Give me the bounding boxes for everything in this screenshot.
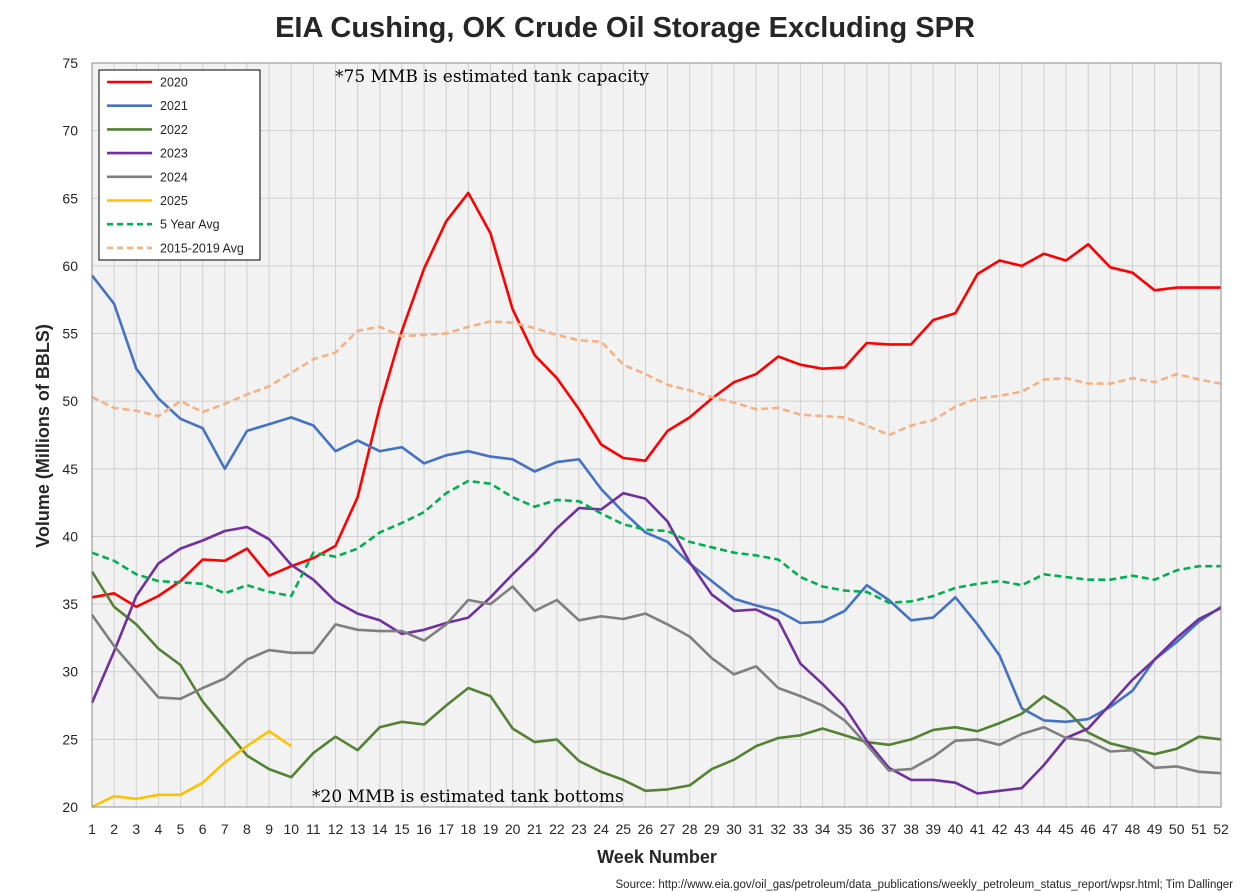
y-tick-label: 65	[62, 190, 78, 206]
x-tick-label: 47	[1103, 821, 1119, 837]
series-line-2023	[90, 491, 1222, 795]
x-tick-label: 45	[1058, 821, 1074, 837]
x-tick-label: 17	[438, 821, 454, 837]
plot-area	[92, 63, 1221, 807]
x-tick-label: 50	[1169, 821, 1185, 837]
y-tick-label: 25	[62, 731, 78, 747]
legend-label: 2021	[160, 99, 188, 113]
x-tick-label: 44	[1036, 821, 1052, 837]
x-tick-label: 8	[243, 821, 251, 837]
source-note: Source: http://www.eia.gov/oil_gas/petro…	[616, 879, 1234, 891]
x-tick-label: 4	[155, 821, 163, 837]
x-tick-label: 35	[837, 821, 853, 837]
x-tick-label: 51	[1191, 821, 1207, 837]
x-tick-label: 24	[593, 821, 609, 837]
x-tick-label: 36	[859, 821, 875, 837]
x-tick-label: 16	[416, 821, 432, 837]
x-tick-label: 11	[306, 821, 321, 837]
x-tick-label: 7	[221, 821, 229, 837]
y-tick-label: 70	[62, 123, 78, 139]
y-tick-label: 40	[62, 528, 78, 544]
x-tick-label: 32	[770, 821, 786, 837]
x-tick-label: 15	[394, 821, 410, 837]
legend-box	[98, 69, 261, 261]
x-tick-label: 10	[283, 821, 299, 837]
y-tick-label: 20	[62, 799, 78, 815]
x-tick-label: 38	[903, 821, 919, 837]
legend-label: 2022	[160, 123, 188, 137]
y-tick-labels: 20 25 30 35 40 45 50 55 60 65 70 75	[62, 55, 78, 815]
legend-label: 2023	[160, 147, 188, 161]
x-tick-label: 34	[815, 821, 831, 837]
legend-label: 2020	[160, 76, 188, 90]
x-tick-label: 5	[177, 821, 185, 837]
x-tick-label: 18	[461, 821, 477, 837]
legend-label: 5 Year Avg	[160, 218, 220, 232]
y-tick-label: 50	[62, 393, 78, 409]
x-tick-label: 52	[1213, 821, 1229, 837]
series-line-2025	[91, 729, 292, 809]
x-tick-label: 43	[1014, 821, 1030, 837]
legend-label: 2024	[160, 170, 188, 184]
x-tick-label: 19	[483, 821, 499, 837]
y-tick-label: 35	[62, 596, 78, 612]
x-tick-label: 41	[970, 821, 986, 837]
y-tick-label: 60	[62, 258, 78, 274]
series-line-2015-2019-avg	[91, 320, 1222, 437]
y-tick-label: 45	[62, 461, 78, 477]
x-tick-label: 13	[350, 821, 366, 837]
x-tick-label: 14	[372, 821, 388, 837]
series-line-2021	[90, 274, 1222, 724]
x-tick-label: 2	[110, 821, 118, 837]
x-tick-label: 6	[199, 821, 207, 837]
x-tick-labels: 1 2 3 4 5 6 7 8 9 10 11 12 13 14 15 16 17 18 19 20 21 22 23 24 2…	[88, 821, 1229, 837]
bottoms-annotation: *20 MMB is estimated tank bottoms	[312, 787, 624, 807]
x-tick-label: 9	[265, 821, 273, 837]
y-tick-label: 55	[62, 326, 78, 342]
legend: 2020 2021 2022 2023 2024 2025 5 Year Avg 2015-2…	[98, 69, 261, 261]
x-tick-label: 48	[1125, 821, 1141, 837]
x-tick-label: 21	[527, 821, 543, 837]
x-tick-label: 3	[132, 821, 140, 837]
x-tick-label: 23	[571, 821, 587, 837]
series-line-2024	[90, 585, 1222, 775]
x-tick-label: 1	[88, 821, 96, 837]
x-tick-label: 33	[793, 821, 809, 837]
x-tick-label: 12	[328, 821, 344, 837]
x-tick-label: 22	[549, 821, 565, 837]
x-tick-label: 26	[638, 821, 654, 837]
x-tick-label: 25	[616, 821, 632, 837]
series-group	[90, 191, 1222, 809]
y-tick-label: 75	[62, 55, 78, 71]
x-tick-label: 37	[881, 821, 897, 837]
x-tick-label: 49	[1147, 821, 1163, 837]
plot-border	[91, 62, 1222, 808]
x-tick-label: 30	[726, 821, 742, 837]
x-tick-label: 39	[925, 821, 941, 837]
series-line-5-year-avg	[91, 479, 1221, 605]
x-tick-label: 28	[682, 821, 698, 837]
legend-label: 2015-2019 Avg	[160, 241, 244, 255]
x-axis-title: Week Number	[597, 847, 717, 867]
x-tick-label: 27	[660, 821, 676, 837]
capacity-annotation: *75 MMB is estimated tank capacity	[335, 67, 649, 87]
y-tick-label: 30	[62, 664, 78, 680]
y-axis-title: Volume (Millions of BBLS)	[33, 324, 53, 548]
x-tick-label: 46	[1080, 821, 1096, 837]
x-tick-label: 31	[748, 821, 764, 837]
x-tick-label: 40	[948, 821, 964, 837]
x-tick-label: 42	[992, 821, 1008, 837]
legend-label: 2025	[160, 194, 188, 208]
series-line-2022	[90, 570, 1222, 793]
x-tick-label: 29	[704, 821, 720, 837]
chart-title: EIA Cushing, OK Crude Oil Storage Exclud…	[275, 12, 975, 44]
series-line-2020	[91, 191, 1221, 609]
x-tick-label: 20	[505, 821, 521, 837]
